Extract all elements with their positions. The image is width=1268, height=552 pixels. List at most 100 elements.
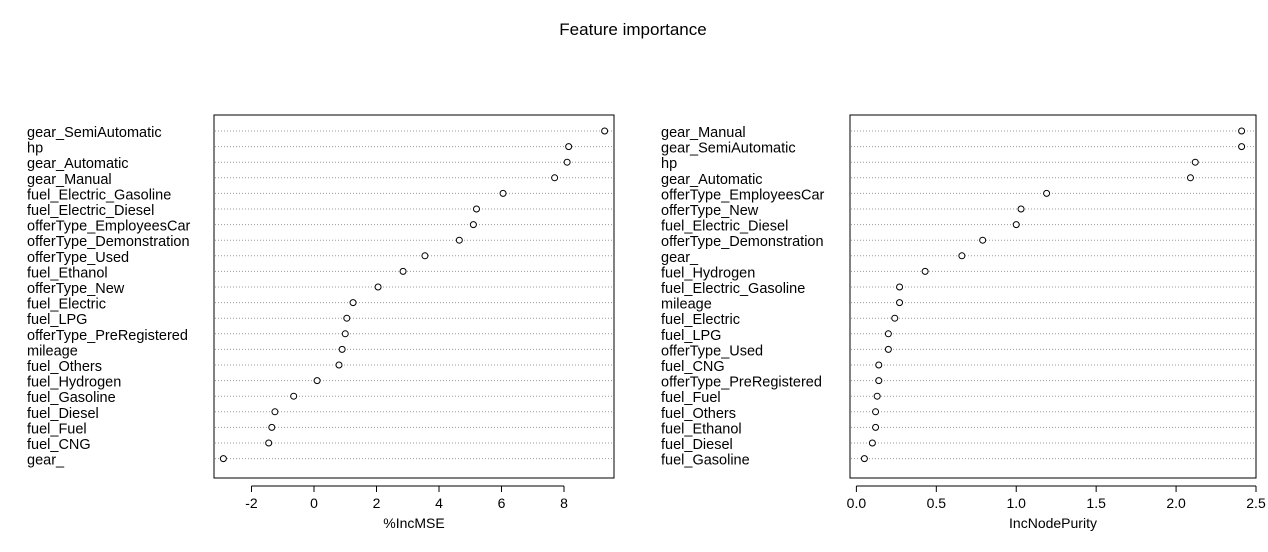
x-tick-label: 0.5	[927, 495, 947, 511]
feature-label: fuel_Hydrogen	[27, 375, 121, 391]
x-tick-label: 0.0	[847, 495, 867, 511]
importance-point	[455, 236, 463, 244]
x-tick-label: -2	[245, 495, 258, 511]
importance-point	[265, 439, 273, 447]
feature-label: fuel_Ethanol	[661, 421, 742, 437]
importance-point	[349, 299, 357, 307]
importance-point	[563, 158, 571, 166]
feature-label: offerType_Demonstration	[661, 234, 824, 250]
feature-label: offerType_Demonstration	[27, 234, 190, 250]
feature-label: hp	[661, 156, 677, 172]
feature-label: fuel_Electric_Diesel	[27, 203, 154, 219]
feature-label: offerType_EmployeesCar	[27, 219, 191, 235]
feature-label: gear_Manual	[661, 125, 746, 141]
feature-label: gear_SemiAutomatic	[27, 125, 162, 141]
feature-label: fuel_Others	[661, 406, 736, 422]
feature-label: offerType_New	[27, 281, 125, 297]
incmse-dotchart: gear_SemiAutomatichpgear_Automaticgear_M…	[27, 114, 615, 531]
importance-point	[341, 330, 349, 338]
importance-point	[884, 330, 892, 338]
x-axis-title: %IncMSE	[383, 515, 444, 531]
importance-point	[399, 267, 407, 275]
importance-point	[601, 127, 609, 135]
importance-point	[921, 267, 929, 275]
importance-point	[565, 143, 573, 151]
x-tick-label: 2.0	[1166, 495, 1186, 511]
x-tick-label: 6	[498, 495, 506, 511]
feature-label: offerType_Used	[27, 250, 129, 266]
feature-label: gear_Automatic	[27, 156, 129, 172]
importance-point	[1238, 143, 1246, 151]
feature-label: fuel_Electric_Gasoline	[27, 187, 171, 203]
feature-label: gear_Automatic	[661, 172, 763, 188]
feature-label: fuel_Fuel	[27, 421, 87, 437]
feature-label: fuel_Diesel	[27, 406, 99, 422]
feature-label: fuel_Hydrogen	[661, 265, 755, 281]
feature-label: fuel_Electric	[661, 312, 740, 328]
incnodepurity-dotchart: gear_Manualgear_SemiAutomatichpgear_Auto…	[661, 114, 1266, 531]
importance-point	[860, 455, 868, 463]
feature-label: gear_	[661, 250, 699, 266]
feature-label: fuel_Gasoline	[661, 453, 750, 469]
feature-label: gear_Manual	[27, 172, 112, 188]
importance-point	[872, 423, 880, 431]
x-tick-label: 1.0	[1007, 495, 1027, 511]
importance-point	[979, 236, 987, 244]
feature-label: fuel_LPG	[661, 328, 721, 344]
importance-point	[335, 361, 343, 369]
importance-point	[1017, 205, 1025, 213]
importance-point	[896, 283, 904, 291]
importance-point	[499, 189, 507, 197]
importance-point	[1012, 221, 1020, 229]
importance-point	[473, 205, 480, 213]
feature-label: offerType_Used	[661, 343, 763, 359]
importance-point	[219, 455, 227, 463]
importance-point	[313, 377, 321, 385]
feature-label: fuel_CNG	[27, 437, 91, 453]
importance-point	[875, 361, 883, 369]
feature-label: gear_	[27, 453, 65, 469]
feature-label: fuel_LPG	[27, 312, 87, 328]
importance-point	[469, 221, 477, 229]
importance-point	[1191, 158, 1199, 166]
plot-frame	[849, 114, 1257, 479]
feature-label: fuel_CNG	[661, 359, 725, 375]
feature-label: offerType_EmployeesCar	[661, 187, 825, 203]
feature-label: fuel_Ethanol	[27, 265, 108, 281]
feature-label: offerType_New	[661, 203, 759, 219]
x-tick-label: 0	[310, 495, 318, 511]
importance-point	[421, 252, 429, 260]
x-tick-label: 4	[435, 495, 443, 511]
importance-point	[868, 439, 876, 447]
feature-label: fuel_Electric_Gasoline	[661, 281, 805, 297]
importance-point	[374, 283, 382, 291]
feature-label: fuel_Others	[27, 359, 102, 375]
importance-point	[343, 314, 351, 322]
importance-point	[873, 392, 881, 400]
x-tick-label: 1.5	[1086, 495, 1106, 511]
importance-point	[958, 252, 966, 260]
importance-point	[1186, 174, 1194, 182]
importance-point	[1043, 189, 1051, 197]
x-tick-label: 2	[373, 495, 381, 511]
importance-point	[271, 408, 279, 416]
importance-point	[896, 299, 904, 307]
figure-title: Feature importance	[559, 20, 706, 39]
importance-point	[891, 314, 899, 322]
importance-point	[551, 174, 559, 182]
feature-label: fuel_Gasoline	[27, 390, 116, 406]
importance-point	[1238, 127, 1246, 135]
x-axis-title: IncNodePurity	[1009, 515, 1097, 531]
feature-label: gear_SemiAutomatic	[661, 141, 796, 157]
feature-label: fuel_Electric_Diesel	[661, 219, 788, 235]
importance-point	[875, 377, 883, 385]
x-tick-label: 8	[560, 495, 568, 511]
feature-label: mileage	[27, 343, 78, 359]
feature-label: offerType_PreRegistered	[27, 328, 188, 344]
feature-label: fuel_Diesel	[661, 437, 733, 453]
feature-label: fuel_Fuel	[661, 390, 721, 406]
feature-label: fuel_Electric	[27, 297, 106, 313]
feature-label: mileage	[661, 297, 712, 313]
feature-label: hp	[27, 141, 43, 157]
feature-label: offerType_PreRegistered	[661, 375, 822, 391]
